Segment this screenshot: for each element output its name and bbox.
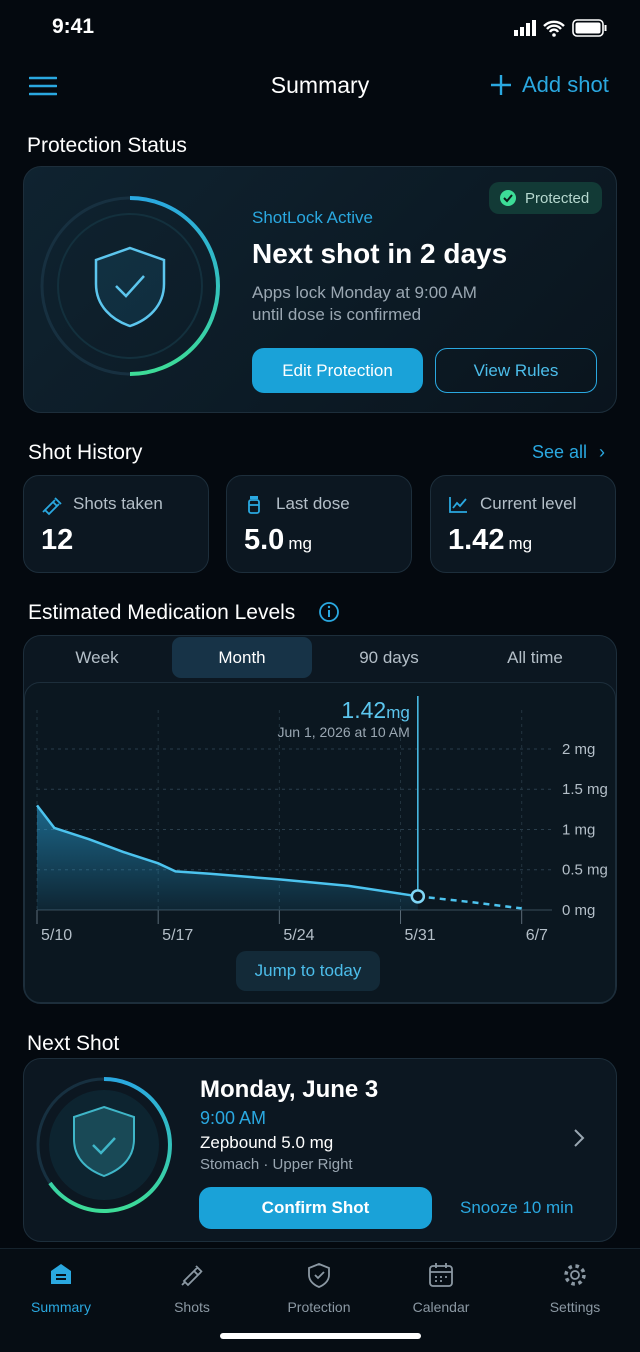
x-tick-label: 5/17 xyxy=(162,927,193,944)
badge-label: Protected xyxy=(525,189,590,207)
icon xyxy=(429,1263,453,1287)
x-tick-label: 5/31 xyxy=(405,927,436,944)
see-all-label: See all xyxy=(532,442,588,462)
x-tick-label: 6/7 xyxy=(526,927,548,944)
x-tick-label: 5/24 xyxy=(283,927,314,944)
plus-icon xyxy=(491,75,511,95)
section-title: Next Shot xyxy=(27,1032,120,1055)
stat-icon xyxy=(448,494,470,516)
confirm-shot-button[interactable]: Confirm Shot xyxy=(199,1187,432,1229)
chevron[interactable] xyxy=(572,1128,586,1148)
stat-label: Shots taken xyxy=(73,494,163,513)
next-shot-date: Monday, June 3 xyxy=(200,1076,379,1103)
range-tab[interactable]: 90 days xyxy=(359,648,419,667)
section-title: Shot History xyxy=(28,441,143,464)
value: 5.0 xyxy=(244,524,285,556)
unit: mg xyxy=(386,703,410,722)
medication: Zepbound 5.0 mg xyxy=(200,1133,334,1152)
unit: mg xyxy=(508,534,533,553)
stat-card xyxy=(226,475,412,573)
protection-ring xyxy=(40,196,220,376)
add-shot-label: Add shot xyxy=(522,72,609,97)
stat-icon xyxy=(41,494,63,516)
area-fill xyxy=(37,805,418,910)
y-tick-label: 0 mg xyxy=(562,902,595,919)
range-tab[interactable]: All time xyxy=(507,648,563,667)
stat-label: Current level xyxy=(480,494,577,513)
readout-point xyxy=(410,889,426,904)
icon xyxy=(308,1263,330,1288)
value: 1.42 xyxy=(448,524,505,556)
injection-site: Stomach · Upper Right xyxy=(200,1156,353,1173)
tab-label[interactable]: Summary xyxy=(31,1299,91,1315)
stat-icon xyxy=(244,494,266,516)
readout-value: 1.42mg xyxy=(341,697,409,723)
stat-value: 12 xyxy=(41,524,73,557)
info-icon[interactable] xyxy=(318,601,340,623)
value: 1.42 xyxy=(341,697,386,723)
icon xyxy=(248,496,260,514)
y-tick-label: 0.5 mg xyxy=(562,862,608,879)
description-line: until dose is confirmed xyxy=(252,305,422,324)
stat-value: 5.0 mg xyxy=(244,524,312,557)
value: 12 xyxy=(41,524,74,556)
tab-label[interactable]: Shots xyxy=(174,1299,210,1315)
readout-date: Jun 1, 2026 at 10 AM xyxy=(277,724,409,740)
icon xyxy=(181,1265,203,1287)
stat-card xyxy=(430,475,616,573)
status-icons xyxy=(514,19,607,37)
tab-icon[interactable] xyxy=(47,1261,75,1289)
range-tab[interactable]: Month xyxy=(172,637,312,678)
edit-protection-button[interactable]: Edit Protection xyxy=(252,348,423,393)
status-label: ShotLock Active xyxy=(252,208,373,227)
tab-label[interactable]: Calendar xyxy=(412,1299,470,1315)
view-rules-button[interactable]: View Rules xyxy=(435,348,597,393)
tab-label[interactable]: Protection xyxy=(287,1299,351,1315)
tab-icon[interactable] xyxy=(561,1261,589,1289)
menu-button[interactable] xyxy=(29,75,57,97)
headline: Next shot in 2 days xyxy=(252,238,508,269)
tab-label[interactable]: Settings xyxy=(549,1299,601,1315)
jump-to-today-button[interactable]: Jump to today xyxy=(236,951,380,991)
icon xyxy=(449,497,467,513)
site-side: Upper Right xyxy=(272,1156,353,1173)
icon xyxy=(51,1264,71,1284)
tab-icon[interactable] xyxy=(305,1261,333,1289)
x-tick-label: 5/10 xyxy=(41,927,72,944)
level-chart: 2 mg 1.5 mg 1 mg 0.5 mg 0 mg 5/10 5/17 5/24 5/31… xyxy=(36,696,608,944)
next-shot-ring xyxy=(36,1077,172,1213)
section-title: Protection Status xyxy=(27,134,187,157)
y-tick-label: 2 mg xyxy=(562,741,595,758)
icon xyxy=(564,1264,586,1286)
stat-value: 1.42 mg xyxy=(448,524,532,557)
y-tick-label: 1 mg xyxy=(562,821,595,838)
see-all-link[interactable]: See all › xyxy=(532,442,606,462)
description-line: Apps lock Monday at 9:00 AM xyxy=(252,283,477,302)
chart-panel xyxy=(24,682,616,1003)
protected-badge: Protected xyxy=(489,182,603,214)
snooze-button[interactable]: Snooze 10 min xyxy=(460,1198,574,1217)
level-line xyxy=(36,804,419,898)
range-tab[interactable]: Week xyxy=(75,648,119,667)
tab-icon[interactable] xyxy=(427,1261,455,1289)
home-indicator xyxy=(220,1333,421,1339)
section-title: Estimated Medication Levels xyxy=(28,601,296,624)
y-tick-label: 1.5 mg xyxy=(562,781,608,798)
stat-label: Last dose xyxy=(276,494,350,513)
stat-card xyxy=(23,475,209,573)
site-area: Stomach xyxy=(200,1156,260,1173)
header-title: Summary xyxy=(270,72,370,98)
next-shot-time: 9:00 AM xyxy=(200,1108,267,1128)
unit: mg xyxy=(288,534,312,553)
add-shot-button[interactable]: Add shot xyxy=(490,72,609,98)
status-time: 9:41 xyxy=(52,15,95,38)
projected-line xyxy=(417,895,522,910)
icon xyxy=(42,497,62,516)
tab-icon[interactable] xyxy=(178,1261,206,1289)
check-icon xyxy=(500,190,516,206)
